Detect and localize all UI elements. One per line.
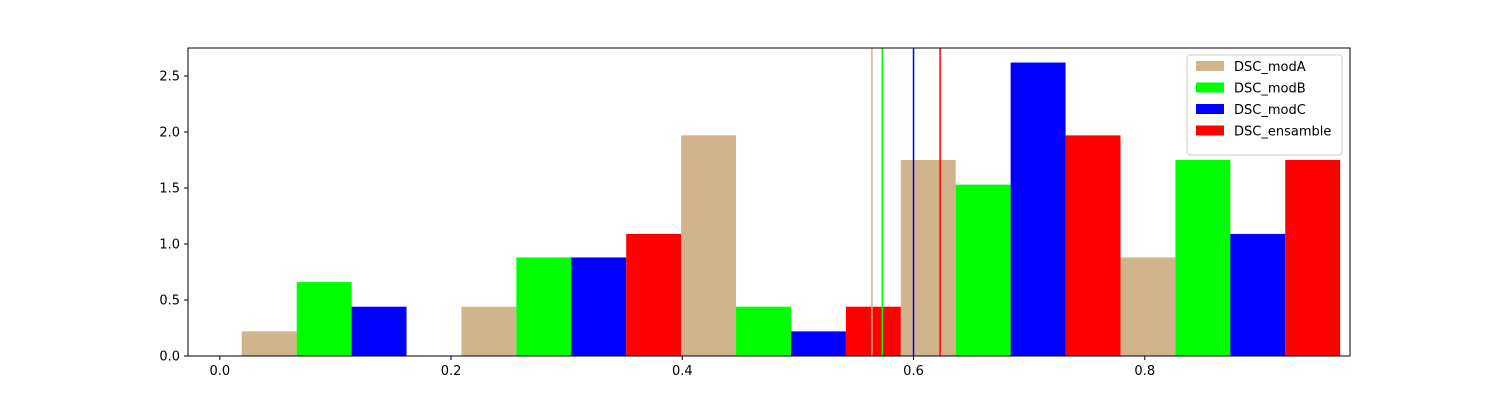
- bar-DSC_modC-bin-4: [1230, 233, 1286, 356]
- legend-swatch: [1196, 61, 1224, 71]
- bars-layer: [241, 62, 1341, 357]
- bar-DSC_ensamble-bin-2: [845, 306, 901, 356]
- bar-DSC_modC-bin-0: [351, 306, 407, 356]
- x-tick-label: 0.4: [672, 364, 693, 379]
- y-tick-label: 2.5: [159, 70, 180, 85]
- bar-DSC_modB-bin-1: [516, 257, 572, 356]
- bar-DSC_modA-bin-0: [241, 331, 297, 356]
- bar-DSC_ensamble-bin-3: [1065, 135, 1121, 356]
- x-tick-label: 0.2: [441, 364, 462, 379]
- legend-label: DSC_modC: [1234, 103, 1306, 118]
- x-tick-label: 0.6: [903, 364, 924, 379]
- y-axis: 0.0 0.5 1.0 1.5 2.0 2.5: [159, 70, 188, 365]
- x-tick-label: 0.0: [209, 364, 230, 379]
- x-axis: 0.0 0.2 0.4 0.6 0.8: [209, 356, 1155, 379]
- legend-box: [1186, 54, 1343, 156]
- bar-DSC_ensamble-bin-1: [626, 233, 682, 356]
- legend-label: DSC_modA: [1234, 60, 1306, 75]
- y-tick-label: 2.0: [159, 126, 180, 141]
- bar-DSC_modB-bin-2: [736, 306, 791, 356]
- mean-lines-layer: [871, 48, 941, 356]
- legend-swatch: [1196, 82, 1224, 93]
- legend-swatch: [1196, 125, 1224, 136]
- y-tick-label: 1.5: [159, 182, 180, 197]
- bar-DSC_modA-bin-3: [900, 160, 956, 356]
- bar-DSC_modA-bin-1: [461, 306, 517, 356]
- y-tick-label: 1.0: [159, 238, 180, 253]
- legend: DSC_modA DSC_modB DSC_modC DSC_ensamble: [1186, 54, 1343, 156]
- bar-DSC_modA-bin-2: [681, 135, 737, 356]
- legend-label: DSC_modB: [1234, 82, 1306, 97]
- y-tick-label: 0.0: [159, 350, 180, 365]
- plot-frame: [187, 47, 1351, 357]
- legend-label: DSC_ensamble: [1234, 125, 1331, 140]
- bar-DSC_modB-bin-4: [1175, 160, 1231, 356]
- x-tick-label: 0.8: [1134, 364, 1155, 379]
- bar-DSC_modC-bin-1: [571, 257, 627, 356]
- bar-DSC_modC-bin-2: [790, 331, 846, 356]
- bar-DSC_modB-bin-3: [955, 184, 1011, 356]
- legend-swatch: [1196, 104, 1224, 114]
- y-tick-label: 0.5: [159, 294, 180, 309]
- bar-DSC_ensamble-bin-4: [1285, 160, 1341, 356]
- bar-DSC_modC-bin-3: [1010, 62, 1066, 357]
- bar-DSC_modB-bin-0: [296, 282, 352, 356]
- bar-DSC_modA-bin-4: [1120, 257, 1176, 356]
